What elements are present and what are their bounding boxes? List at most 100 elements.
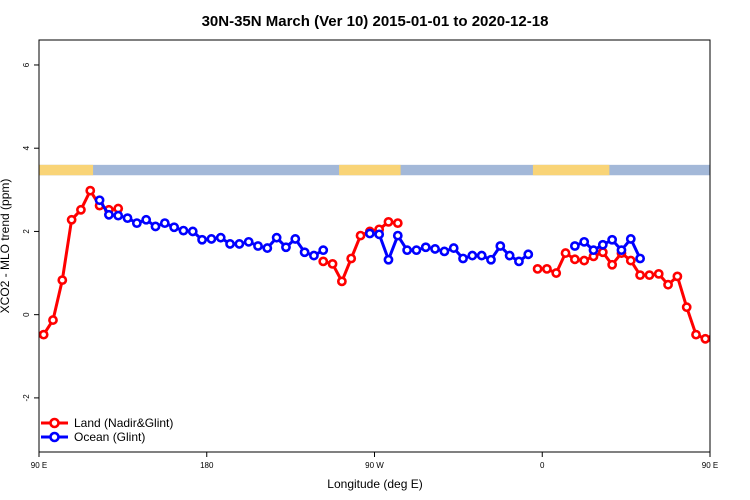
data-point [653,268,664,279]
y-axis-label: XCO2 - MLO trend (ppm) [0,179,12,314]
data-point [76,204,86,215]
data-point [374,229,385,240]
data-point [430,244,440,254]
land-strip [532,164,610,176]
y-tick-label: 4 [22,145,31,150]
series-0 [39,185,746,344]
data-point [448,243,459,253]
data-point [588,245,599,256]
data-point [625,234,636,244]
data-point [691,329,701,340]
data-point [225,239,235,249]
data-point [616,245,627,256]
data-point [709,333,710,337]
data-point [495,241,506,251]
data-point [57,275,68,286]
data-point [336,276,347,287]
legend-marker [49,431,60,443]
data-point [215,232,226,243]
data-point [271,232,282,243]
data-point [131,218,142,229]
data-point [94,195,105,206]
data-point [262,243,273,253]
data-point [243,236,254,247]
data-point [644,270,655,281]
data-point [253,241,263,251]
land-ocean-mask [39,164,710,176]
y-axis-ticks: -2 0 2 4 6 [22,62,39,401]
data-point [672,271,683,282]
data-point [281,242,291,253]
data-point [48,315,58,325]
data-point [383,254,394,265]
data-point [411,245,422,256]
data-point [39,329,49,340]
data-point [364,228,375,239]
data-point [458,253,468,264]
data-point [355,230,366,241]
legend-item: Land (Nadir&Glint) [41,416,173,430]
data-point [579,255,590,266]
data-point [681,302,692,313]
data-point [739,216,746,223]
data-point [169,222,180,233]
data-point [420,242,431,253]
data-point [476,250,487,261]
data-point [234,239,245,249]
data-point [113,210,124,221]
y-tick-label: 0 [22,312,31,317]
y-tick-label: -2 [22,394,31,402]
x-axis-ticks: 90 E 180 90 W 0 90 E [31,452,718,470]
x-tick-label: 90 E [31,461,47,470]
data-point [392,230,403,241]
data-point [197,234,207,245]
y-tick-label: 6 [22,62,31,67]
data-point [178,225,189,236]
data-point [392,218,403,229]
chart-title: 30N-35N March (Ver 10) 2015-01-01 to 202… [202,13,549,30]
data-point [607,234,618,245]
data-point [290,234,301,244]
y-tick-label: 2 [22,229,31,234]
data-point [514,256,524,267]
data-point [150,221,161,232]
data-point [542,263,552,274]
data-point [85,185,96,196]
x-tick-label: 180 [200,461,214,470]
data-point [635,253,646,264]
data-point [635,270,646,281]
data-point [467,250,478,261]
x-axis-label: Longitude (deg E) [327,477,422,491]
data-point [597,247,608,258]
data-point [607,259,618,270]
data-point [141,214,152,225]
data-point [383,216,394,227]
data-point [122,213,133,224]
legend-marker [49,417,60,429]
land-strip [339,164,401,176]
data-point [720,316,727,323]
x-tick-label: 0 [540,461,545,470]
data-point [700,333,710,344]
data-point [551,268,562,278]
legend-item: Ocean (Glint) [41,430,145,444]
series-1 [94,195,710,333]
legend: Land (Nadir&Glint)Ocean (Glint) [41,416,173,444]
data-point [439,246,450,257]
legend-label: Land (Nadir&Glint) [74,416,173,430]
data-point [346,253,357,264]
data-point [569,241,580,251]
data-point [309,250,319,261]
data-point [560,248,571,258]
series-layer [39,185,746,344]
land-strip [39,164,94,176]
data-point [187,226,198,237]
data-point [625,255,636,266]
data-point [709,329,710,333]
data-point [663,279,673,290]
data-point [730,277,737,284]
data-point [504,250,515,261]
x-tick-label: 90 E [702,461,718,470]
data-point [159,218,170,229]
